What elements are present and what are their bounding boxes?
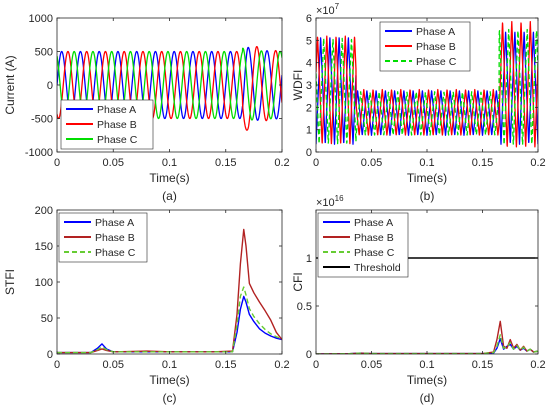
x-tick-label: 0 [54, 157, 60, 169]
x-tick-label: 0.1 [162, 157, 177, 169]
panel-label: (b) [420, 189, 435, 203]
x-tick-label: 0.1 [162, 359, 177, 371]
panel-d: 0 0.05 0.1 0.15 0.2 0 0.5 1 Time(s) CFI ×1016 (d) Ph… [291, 194, 546, 405]
y-tick-label: 0 [306, 147, 312, 159]
legend: Phase A Phase B Phase C [60, 99, 154, 150]
legend-label: Phase B [354, 232, 394, 244]
panel-label: (c) [163, 391, 177, 405]
legend-label: Phase C [354, 247, 395, 259]
y-tick-label: -500 [31, 114, 53, 126]
legend-label: Phase C [97, 134, 138, 146]
y-tick-label: 2 [306, 102, 312, 114]
plot-area [57, 228, 282, 354]
x-tick-label: 0.15 [472, 157, 493, 169]
y-axis-label: STFI [3, 269, 17, 295]
y-tick-label: 150 [35, 241, 53, 253]
x-tick-label: 0.2 [530, 359, 545, 371]
legend-label: Phase B [416, 41, 456, 53]
y-tick-label: 0 [47, 80, 53, 92]
x-tick-label: 0.15 [215, 157, 236, 169]
series-line-phase-c [316, 28, 538, 146]
legend-label: Phase A [97, 104, 136, 116]
legend: Phase A Phase B Phase C Threshold [317, 212, 409, 278]
series-line-phase-c [57, 286, 282, 354]
x-tick-label: 0.05 [361, 157, 382, 169]
y-tick-label: 0 [306, 349, 312, 361]
y-tick-label: 3 [306, 80, 312, 92]
y-tick-label: 100 [35, 277, 53, 289]
series-line-phase-a [316, 31, 538, 145]
y-axis-exponent: ×1016 [316, 194, 344, 209]
y-tick-label: -1000 [25, 147, 53, 159]
x-tick-label: 0.15 [215, 359, 236, 371]
x-tick-label: 0.1 [419, 157, 434, 169]
y-axis-label: Current (A) [3, 55, 17, 114]
y-axis-label: CFI [291, 272, 305, 291]
panel-b: 0 0.05 0.1 0.15 0.2 0 1 2 3 4 5 6 Time(s) WDFI ×107 (b)… [291, 2, 546, 203]
series-line-phase-b [57, 228, 282, 354]
panel-c: 0 0.05 0.1 0.15 0.2 0 50 100 150 200 Time(s) STFI (c… [3, 205, 290, 405]
x-axis-label: Time(s) [407, 171, 447, 185]
y-tick-label: 1000 [29, 13, 53, 25]
legend-label: Phase C [416, 56, 457, 68]
legend-label: Phase A [416, 26, 455, 38]
y-tick-label: 500 [35, 47, 53, 59]
legend-label: Phase A [354, 217, 393, 229]
y-axis-label: WDFI [291, 70, 305, 101]
y-tick-label: 50 [41, 313, 53, 325]
x-tick-label: 0.1 [419, 359, 434, 371]
series-line-phase-a [57, 295, 282, 354]
x-axis-label: Time(s) [149, 171, 189, 185]
exponent-base: ×10 [316, 197, 335, 209]
exponent-power: 7 [335, 2, 340, 11]
y-tick-label: 0.5 [297, 301, 312, 313]
legend: Phase A Phase B Phase C [58, 212, 148, 263]
y-axis-exponent: ×107 [316, 2, 340, 17]
y-tick-label: 200 [35, 205, 53, 217]
legend-label: Phase B [95, 232, 135, 244]
y-tick-label: 4 [306, 58, 312, 70]
x-tick-label: 0.05 [103, 359, 124, 371]
legend-label: Threshold [354, 262, 401, 274]
legend: Phase A Phase B Phase C [379, 21, 471, 72]
x-tick-label: 0.2 [274, 359, 289, 371]
y-tick-label: 1 [306, 253, 312, 265]
x-tick-label: 0 [313, 359, 319, 371]
x-tick-label: 0.05 [361, 359, 382, 371]
x-tick-label: 0.05 [103, 157, 124, 169]
x-axis-label: Time(s) [149, 373, 189, 387]
y-tick-label: 0 [47, 349, 53, 361]
y-tick-label: 5 [306, 35, 312, 47]
x-axis-label: Time(s) [407, 373, 447, 387]
y-tick-label: 6 [306, 13, 312, 25]
x-tick-label: 0 [54, 359, 60, 371]
legend-label: Phase A [95, 217, 134, 229]
plot-area [316, 21, 538, 148]
x-tick-label: 0 [313, 157, 319, 169]
x-tick-label: 0.15 [472, 359, 493, 371]
y-tick-label: 1 [306, 125, 312, 137]
x-tick-label: 0.2 [530, 157, 545, 169]
exponent-power: 16 [335, 194, 344, 203]
legend-label: Phase C [95, 247, 136, 259]
series-line-phase-a [57, 46, 282, 121]
series-line-phase-c [57, 47, 282, 121]
x-tick-label: 0.2 [274, 157, 289, 169]
panel-label: (d) [420, 391, 435, 405]
legend-label: Phase B [97, 119, 137, 131]
panel-a: 0 0.05 0.1 0.15 0.2 -1000 -500 0 500 1000 Time(s) C… [3, 13, 290, 203]
exponent-base: ×10 [316, 5, 335, 17]
panel-label: (a) [162, 189, 177, 203]
